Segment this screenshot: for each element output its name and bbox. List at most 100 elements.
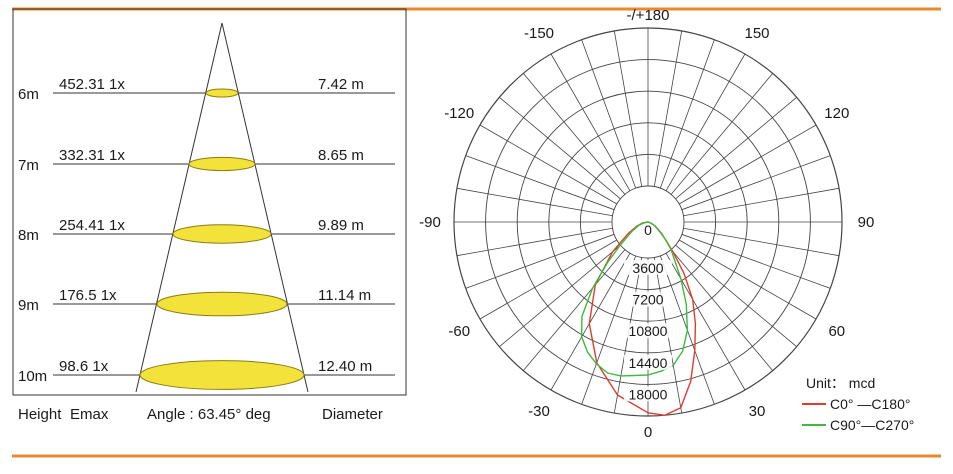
row-emax: 254.41 1x: [59, 217, 125, 234]
radial-tick-label: 3600: [632, 260, 663, 276]
polar-intensity-chart: -/+180 150 -150 120 -120 90 -90 60 -60 30 -30 0 0 36…: [419, 7, 914, 441]
polar-spoke: [499, 244, 621, 348]
polar-spoke: [681, 155, 831, 211]
row-diameter: 12.40 m: [318, 358, 372, 375]
radial-tick-bg: [624, 354, 672, 370]
polar-spoke: [456, 227, 613, 257]
polar-spoke: [613, 30, 643, 187]
radial-tick-label: 7200: [632, 292, 663, 308]
angle-label: -60: [448, 323, 470, 340]
radial-tick-bg: [624, 260, 672, 275]
polar-spoke: [665, 53, 746, 192]
series-curve: [581, 221, 689, 377]
radial-tick-label: 14400: [629, 355, 668, 371]
polar-spoke: [683, 187, 840, 217]
radial-tick-bg: [624, 291, 672, 307]
polar-spoke: [465, 155, 615, 211]
polar-spoke: [653, 30, 683, 187]
cone-right-edge: [221, 22, 309, 393]
polar-spoke: [456, 187, 613, 217]
row-height: 10m: [18, 368, 47, 385]
polar-ring: [548, 122, 748, 322]
polar-spoke: [522, 73, 626, 195]
cone-row: 8m 254.41 1x 9.89 m: [18, 217, 395, 244]
angle-label: 0: [644, 424, 652, 441]
polar-spoke: [675, 244, 797, 348]
row-height: 6m: [18, 86, 39, 103]
polar-series: [581, 221, 697, 416]
row-emax: 176.5 1x: [59, 287, 117, 304]
polar-spoke: [465, 233, 615, 289]
cone-rows: 6m 452.31 1x 7.42 m 7m 332.31 1x 8.65 m 8m 254.…: [18, 76, 395, 390]
row-emax: 332.31 1x: [59, 147, 125, 164]
cone-row: 7m 332.31 1x 8.65 m: [18, 147, 395, 174]
angle-label: -30: [528, 403, 550, 420]
radial-tick-bg: [624, 386, 672, 402]
illuminance-cone-panel: 6m 452.31 1x 7.42 m 7m 332.31 1x 8.65 m 8m 254.…: [12, 8, 407, 423]
footer-emax: Emax: [70, 406, 109, 423]
polar-spoke: [550, 53, 631, 192]
polar-spoke: [581, 255, 637, 405]
polar-spoke: [522, 249, 626, 371]
row-diameter: 9.89 m: [318, 217, 364, 234]
angle-label: -120: [444, 105, 474, 122]
beam-ellipse: [139, 360, 305, 390]
row-emax: 98.6 1x: [59, 358, 109, 375]
cone-panel-frame: [12, 8, 407, 396]
cone-row: 10m 98.6 1x 12.40 m: [18, 358, 395, 390]
polar-spoke: [581, 39, 637, 189]
unit-label: Unit： mcd: [806, 375, 875, 391]
angle-label: -/+180: [627, 7, 670, 24]
row-emax: 452.31 1x: [59, 76, 125, 93]
polar-angle-labels: -/+180 150 -150 120 -120 90 -90 60 -60 30 -30 0: [419, 7, 874, 441]
row-diameter: 7.42 m: [318, 76, 364, 93]
cone-row: 9m 176.5 1x 11.14 m: [18, 287, 395, 317]
footer-height: Height: [18, 406, 62, 423]
angle-label: 120: [824, 105, 849, 122]
polar-spoke: [499, 96, 621, 200]
polar-spoke: [675, 96, 797, 200]
polar-spoke: [659, 39, 715, 189]
angle-label: 30: [749, 403, 766, 420]
radial-tick-bg: [624, 323, 672, 339]
cone-footer: Height Emax Angle : 63.45° deg Diameter: [18, 406, 383, 423]
angle-label: 90: [858, 214, 875, 231]
polar-spoke: [479, 239, 618, 320]
polar-spoke: [670, 73, 774, 195]
legend-label: C0° —C180°: [830, 396, 910, 412]
angle-label: 150: [744, 25, 769, 42]
polar-ring: [516, 90, 780, 354]
polar-spoke: [683, 227, 840, 257]
beam-ellipse: [172, 224, 272, 244]
radial-tick-label: 10800: [629, 323, 668, 339]
cone-outline: [135, 22, 309, 393]
radial-tick-label: 18000: [629, 386, 668, 402]
polar-ring: [485, 59, 811, 385]
beam-ellipse: [188, 156, 256, 172]
row-height: 9m: [18, 297, 39, 314]
beam-ellipse: [156, 291, 288, 317]
polar-spoke: [678, 239, 817, 320]
angle-label: 60: [828, 323, 845, 340]
polar-spoke: [479, 124, 618, 205]
polar-legend: Unit： mcd C0° —C180° C90°—C270°: [802, 375, 914, 433]
footer-angle: Angle : 63.45° deg: [147, 406, 271, 423]
row-diameter: 11.14 m: [318, 287, 371, 304]
angle-label: -150: [524, 25, 554, 42]
polar-ring: [579, 153, 717, 291]
beam-ellipse: [205, 88, 239, 98]
cone-row: 6m 452.31 1x 7.42 m: [18, 76, 395, 103]
polar-spoke: [670, 249, 774, 371]
row-height: 8m: [18, 227, 39, 244]
polar-ring: [453, 27, 843, 417]
footer-diameter: Diameter: [322, 406, 383, 423]
polar-spoke: [681, 233, 831, 289]
polar-ring: [611, 185, 685, 259]
legend-label: C90°—C270°: [830, 417, 914, 433]
polar-spoke: [550, 252, 631, 391]
polar-radial-tick-labels: 0 3600 7200 10800 14400 18000: [624, 222, 672, 402]
row-diameter: 8.65 m: [318, 147, 364, 164]
cone-left-edge: [135, 22, 223, 393]
angle-label: -90: [419, 214, 441, 231]
